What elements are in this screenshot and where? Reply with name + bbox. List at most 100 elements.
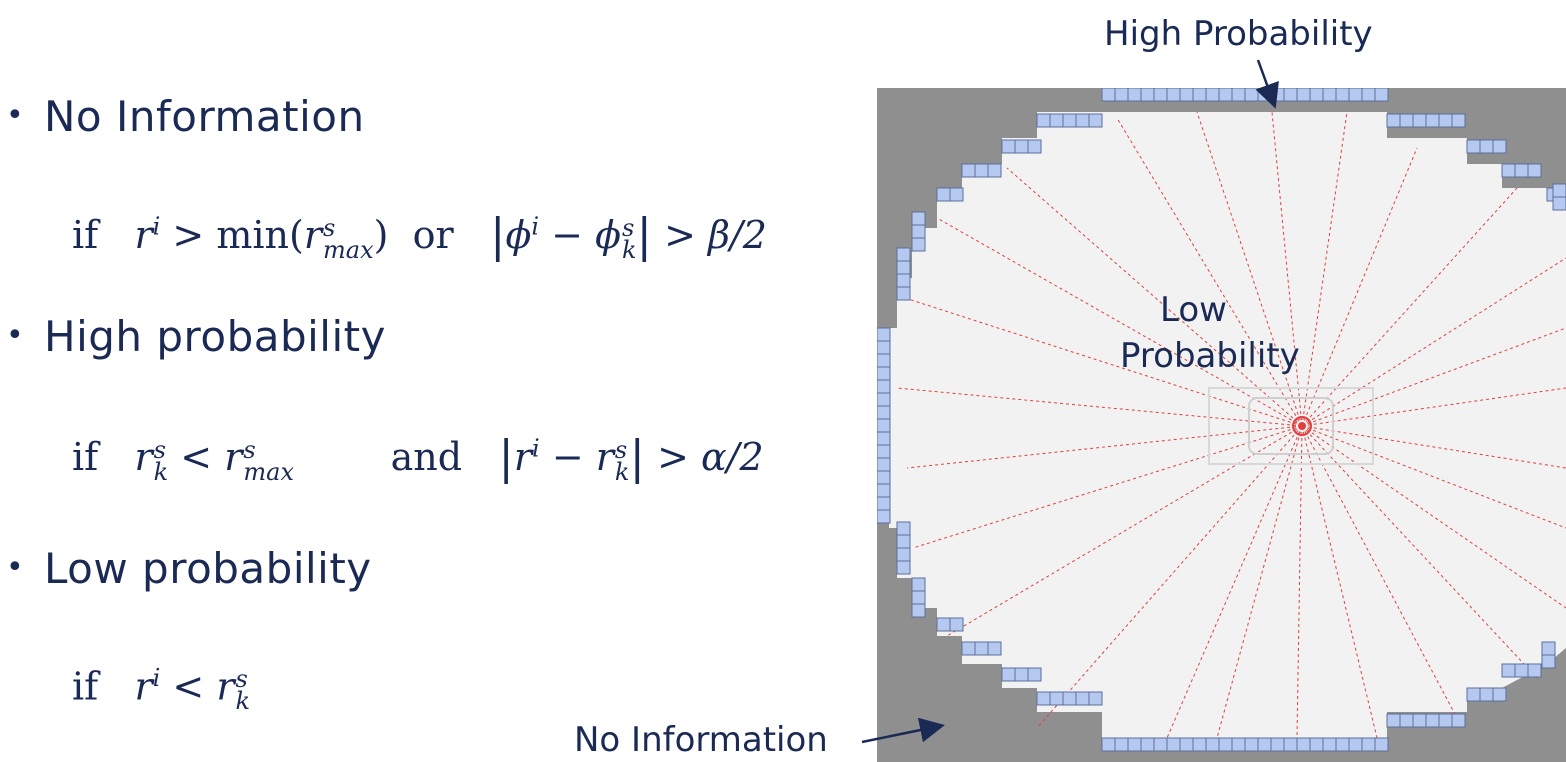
bullet-dot: • (6, 98, 25, 133)
sensor-ray (946, 425, 1303, 637)
occupied-cell (1296, 737, 1311, 752)
sensor-ray (1301, 327, 1566, 427)
abs-bar: | (636, 208, 653, 262)
occupied-cell (1527, 663, 1542, 678)
occupied-cell (1062, 691, 1077, 706)
occupied-cell (1527, 163, 1542, 178)
occupied-cell (1062, 113, 1077, 128)
occupied-cell (1425, 113, 1440, 128)
formula-symbol: r (134, 664, 153, 709)
sensor-ray (1296, 425, 1303, 739)
occupied-cell (896, 521, 911, 536)
occupied-cell (1036, 691, 1051, 706)
occupied-cell (1231, 737, 1246, 752)
occupied-cell (1140, 88, 1155, 102)
occupied-cell (1399, 113, 1414, 128)
occupied-cell (1205, 88, 1220, 102)
occupied-cell (1075, 113, 1090, 128)
formula-symbol: r (216, 664, 235, 709)
formula-symbol: r (134, 213, 153, 257)
occupied-cell (1412, 713, 1427, 728)
occupied-cell (1386, 113, 1401, 128)
occupied-cell (911, 603, 926, 618)
label-no-information: No Information (574, 720, 828, 760)
occupied-cell (877, 366, 891, 381)
vehicle-body (1208, 387, 1374, 465)
occupied-cell (911, 237, 926, 252)
formula-operator: < (172, 664, 205, 709)
occupied-cell (1348, 88, 1363, 102)
occupied-cell (1322, 737, 1337, 752)
abs-bar: | (629, 430, 645, 484)
label-low-probability-line2: Probability (1120, 336, 1300, 376)
occupied-cell (1127, 88, 1142, 102)
occupied-cell (1309, 88, 1324, 102)
occupied-cell (1014, 667, 1029, 682)
occupied-cell (877, 405, 891, 420)
occupied-cell (1412, 113, 1427, 128)
occupied-cell (1114, 737, 1129, 752)
occupied-cell (1438, 713, 1453, 728)
formula-sup: i (532, 434, 540, 463)
occupied-cell (1479, 139, 1494, 154)
occupied-cell (877, 327, 891, 342)
occupied-cell (1348, 737, 1363, 752)
occupied-cell (1192, 737, 1207, 752)
occupied-cell (911, 211, 926, 226)
sensor-ray (896, 387, 1303, 427)
bullet-label: No Information (44, 92, 365, 141)
sensor-ray (1301, 387, 1566, 427)
occupied-cell (896, 547, 911, 562)
sensor-ray (1166, 425, 1303, 739)
occupied-cell (1386, 713, 1401, 728)
occupied-cell (1049, 691, 1064, 706)
occupied-cell (936, 187, 951, 202)
occupied-cell (1425, 713, 1440, 728)
occupied-cell (1257, 88, 1272, 102)
occupied-cell (1192, 88, 1207, 102)
sensor-ray (1301, 425, 1566, 529)
formula-paren: ) (373, 213, 389, 257)
occupied-cell (1451, 713, 1466, 728)
formula-operator: − (551, 213, 583, 257)
occupied-cell (896, 273, 911, 288)
occupied-cell (961, 163, 976, 178)
formula-sup: i (531, 212, 540, 241)
formula-symbol: r (303, 213, 323, 257)
occupied-cell (1451, 113, 1466, 128)
occupied-cell (911, 577, 926, 592)
occupied-cell (1335, 88, 1350, 102)
occupied-cell (1322, 88, 1337, 102)
occupied-cell (1114, 88, 1129, 102)
occupied-cell (911, 590, 926, 605)
bullet-label: Low probability (44, 544, 372, 593)
occupied-cell (1001, 667, 1016, 682)
occupied-cell (1270, 737, 1285, 752)
formula-tail: > α/2 (657, 435, 764, 479)
vehicle-cabin (1248, 397, 1334, 455)
occupied-cell (974, 641, 989, 656)
occupied-cell (1492, 687, 1507, 702)
formula-operator: − (551, 435, 584, 479)
occupied-cell (1014, 139, 1029, 154)
occupied-cell (877, 457, 891, 472)
occupied-cell (1552, 183, 1566, 198)
occupied-cell (1492, 139, 1507, 154)
occupied-cell (877, 470, 891, 485)
sensor-ray (936, 217, 1303, 427)
occupied-cell (1541, 654, 1556, 669)
formula-no-information: if ri > min(r s max) or |ϕi − ϕ s k | > β/2 (72, 208, 767, 262)
occupied-cell (1270, 88, 1285, 102)
occupied-cell (1001, 139, 1016, 154)
label-high-probability: High Probability (1104, 14, 1373, 54)
sensor-ring (1292, 416, 1312, 436)
occupied-cell (896, 247, 911, 262)
sensor-ray (1006, 167, 1303, 427)
formula-supsub: s max (243, 435, 294, 486)
occupied-cell (896, 286, 911, 301)
formula-and: and (390, 435, 463, 479)
occupied-cell (877, 444, 891, 459)
occupied-cell (1153, 88, 1168, 102)
